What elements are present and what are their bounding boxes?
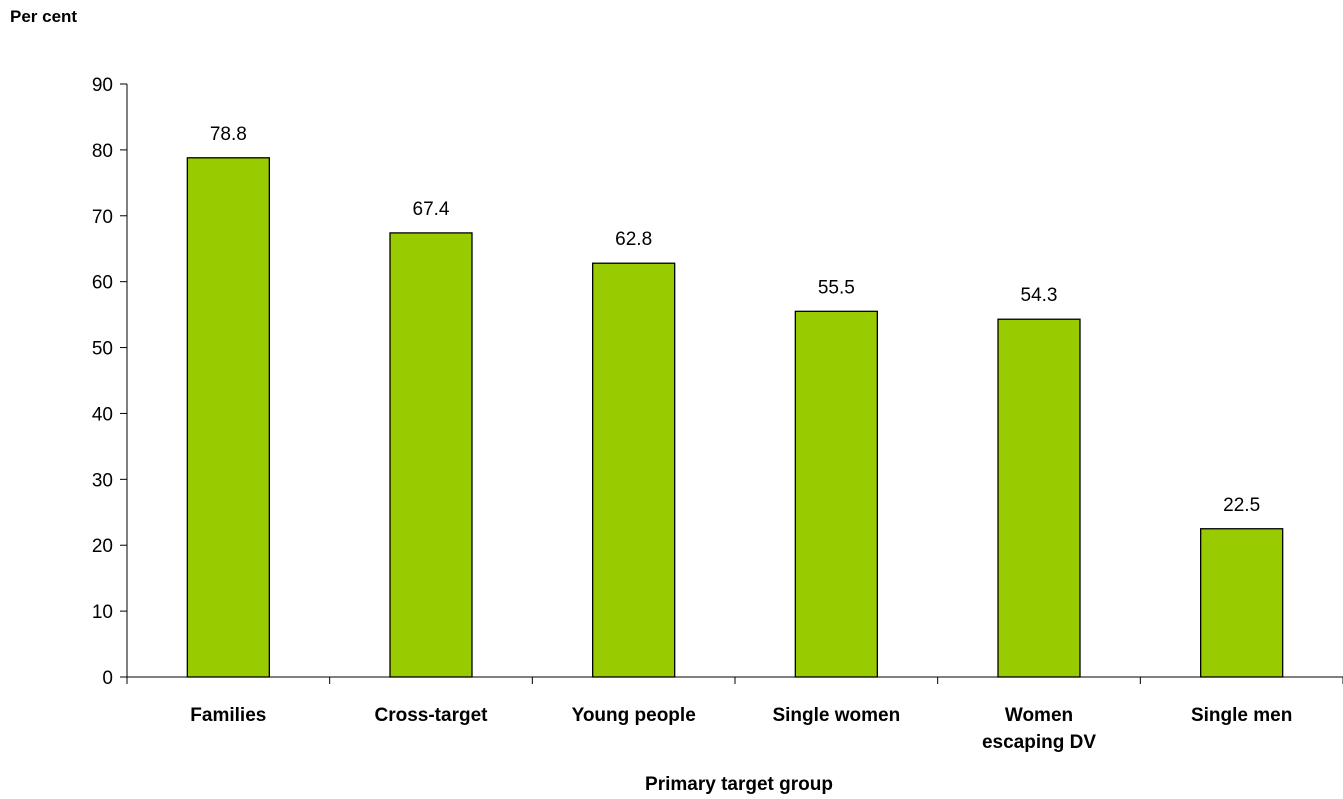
- y-tick-label: 20: [92, 536, 113, 557]
- data-label: 62.8: [615, 229, 652, 250]
- bar: [186, 157, 270, 678]
- bar: [794, 310, 878, 678]
- y-tick-label: 50: [92, 339, 113, 360]
- y-tick-label: 10: [92, 602, 113, 623]
- data-label: 54.3: [1021, 285, 1058, 306]
- y-tick-label: 90: [92, 75, 113, 96]
- y-tick-label: 80: [92, 141, 113, 162]
- data-label: 55.5: [818, 277, 855, 298]
- data-label: 78.8: [210, 124, 247, 145]
- data-label: 67.4: [413, 199, 450, 220]
- data-label: 22.5: [1223, 495, 1260, 516]
- y-tick-label: 60: [92, 273, 113, 294]
- bar: [592, 262, 676, 678]
- x-tick-label-line: Young people: [572, 705, 696, 726]
- x-tick-label-line: Single men: [1191, 705, 1292, 726]
- x-tick-label: Cross-target: [375, 705, 489, 726]
- x-tick-label: Single women: [772, 705, 900, 726]
- bar: [997, 318, 1081, 678]
- x-axis-title: Primary target group: [645, 774, 833, 795]
- bar: [1200, 528, 1284, 678]
- x-tick-label-line: Women: [1005, 705, 1073, 726]
- y-tick-label: 30: [92, 470, 113, 491]
- x-tick-label: Single men: [1191, 705, 1292, 726]
- x-tick-label: Young people: [572, 705, 696, 726]
- x-tick-label-line: Families: [190, 705, 266, 726]
- x-tick-label-line: Single women: [772, 705, 900, 726]
- x-tick-label-line: Cross-target: [375, 705, 489, 726]
- y-axis-title: Per cent: [10, 7, 77, 26]
- x-tick-label: Families: [190, 705, 266, 726]
- bar: [389, 232, 473, 678]
- plot-area: 0 10 20 30 40 50 60 70 80 90 78.8 Families 67.4 Cross…: [92, 75, 1343, 753]
- y-tick-label: 40: [92, 404, 113, 425]
- x-tick-label-line: escaping DV: [982, 732, 1096, 753]
- x-tick-label: Women escaping DV: [982, 705, 1096, 753]
- y-tick-label: 0: [102, 668, 113, 689]
- y-tick-label: 70: [92, 207, 113, 228]
